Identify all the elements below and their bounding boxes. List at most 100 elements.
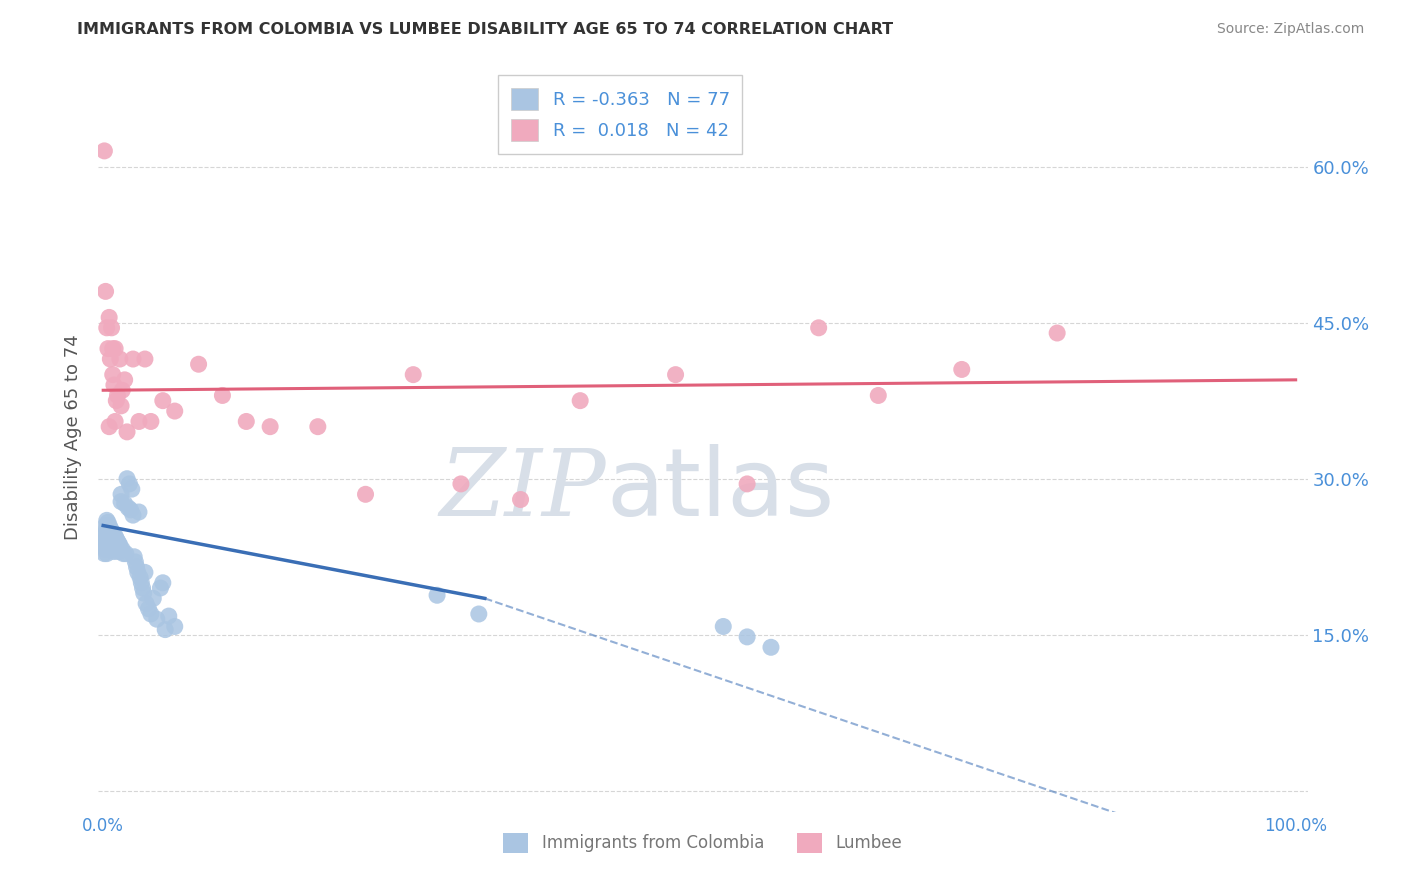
Point [98,351,121,366]
Point [118,476,141,491]
Point [152,575,174,590]
Point [107,542,129,557]
Point [127,566,149,580]
Point [152,393,174,408]
Point [104,342,127,356]
Point [664,368,686,382]
Point [93,529,115,543]
Y-axis label: Disability Age 65 to 74: Disability Age 65 to 74 [65,334,83,540]
Point [108,351,131,366]
Point [807,320,830,334]
Point [96,532,118,546]
Text: ZIP: ZIP [440,444,606,534]
Point [107,536,129,550]
Point [115,547,138,561]
Point [153,623,176,637]
Point [101,342,124,356]
Point [93,144,115,158]
Point [115,425,138,439]
Point [117,500,139,515]
Legend: Immigrants from Colombia, Lumbee: Immigrants from Colombia, Lumbee [496,826,910,860]
Point [111,542,134,557]
Point [122,351,145,366]
Point [125,560,148,574]
Point [110,494,132,508]
Point [163,619,186,633]
Point [187,357,209,371]
Point [135,597,157,611]
Point [711,619,734,633]
Point [157,609,180,624]
Point [950,362,973,376]
Point [100,320,122,334]
Point [110,399,132,413]
Point [98,534,121,549]
Point [98,542,121,557]
Point [101,525,124,540]
Point [94,285,117,299]
Point [235,414,257,429]
Point [122,549,145,564]
Point [97,342,120,356]
Point [98,518,121,533]
Point [98,522,121,536]
Point [124,555,146,569]
Point [107,544,129,558]
Point [105,393,128,408]
Point [96,547,118,561]
Point [105,532,128,546]
Point [259,419,281,434]
Point [111,384,134,398]
Point [103,529,125,543]
Point [163,404,186,418]
Point [98,536,121,550]
Point [120,503,142,517]
Point [112,547,135,561]
Point [121,482,143,496]
Point [94,534,117,549]
Point [114,497,136,511]
Point [735,630,758,644]
Point [93,547,115,561]
Point [569,393,592,408]
Point [128,505,150,519]
Point [94,542,117,557]
Point [98,525,121,540]
Point [146,612,169,626]
Point [98,419,121,434]
Point [131,575,153,590]
Point [402,368,425,382]
Point [93,539,115,553]
Point [132,586,155,600]
Point [97,532,120,546]
Point [100,524,122,538]
Point [98,530,121,544]
Point [97,516,120,530]
Point [129,571,152,585]
Point [307,419,329,434]
Point [94,518,117,533]
Point [107,388,129,402]
Point [94,525,117,540]
Point [105,539,128,553]
Point [104,537,127,551]
Point [103,536,125,550]
Point [96,513,118,527]
Point [450,476,472,491]
Point [122,508,145,523]
Point [354,487,377,501]
Point [426,588,449,602]
Text: Source: ZipAtlas.com: Source: ZipAtlas.com [1216,22,1364,37]
Point [104,414,127,429]
Point [100,532,122,546]
Point [128,414,150,429]
Point [134,351,156,366]
Point [138,602,160,616]
Point [108,538,131,552]
Point [759,640,782,655]
Point [107,534,129,549]
Point [110,487,132,501]
Point [735,476,758,491]
Point [98,310,121,325]
Point [114,373,136,387]
